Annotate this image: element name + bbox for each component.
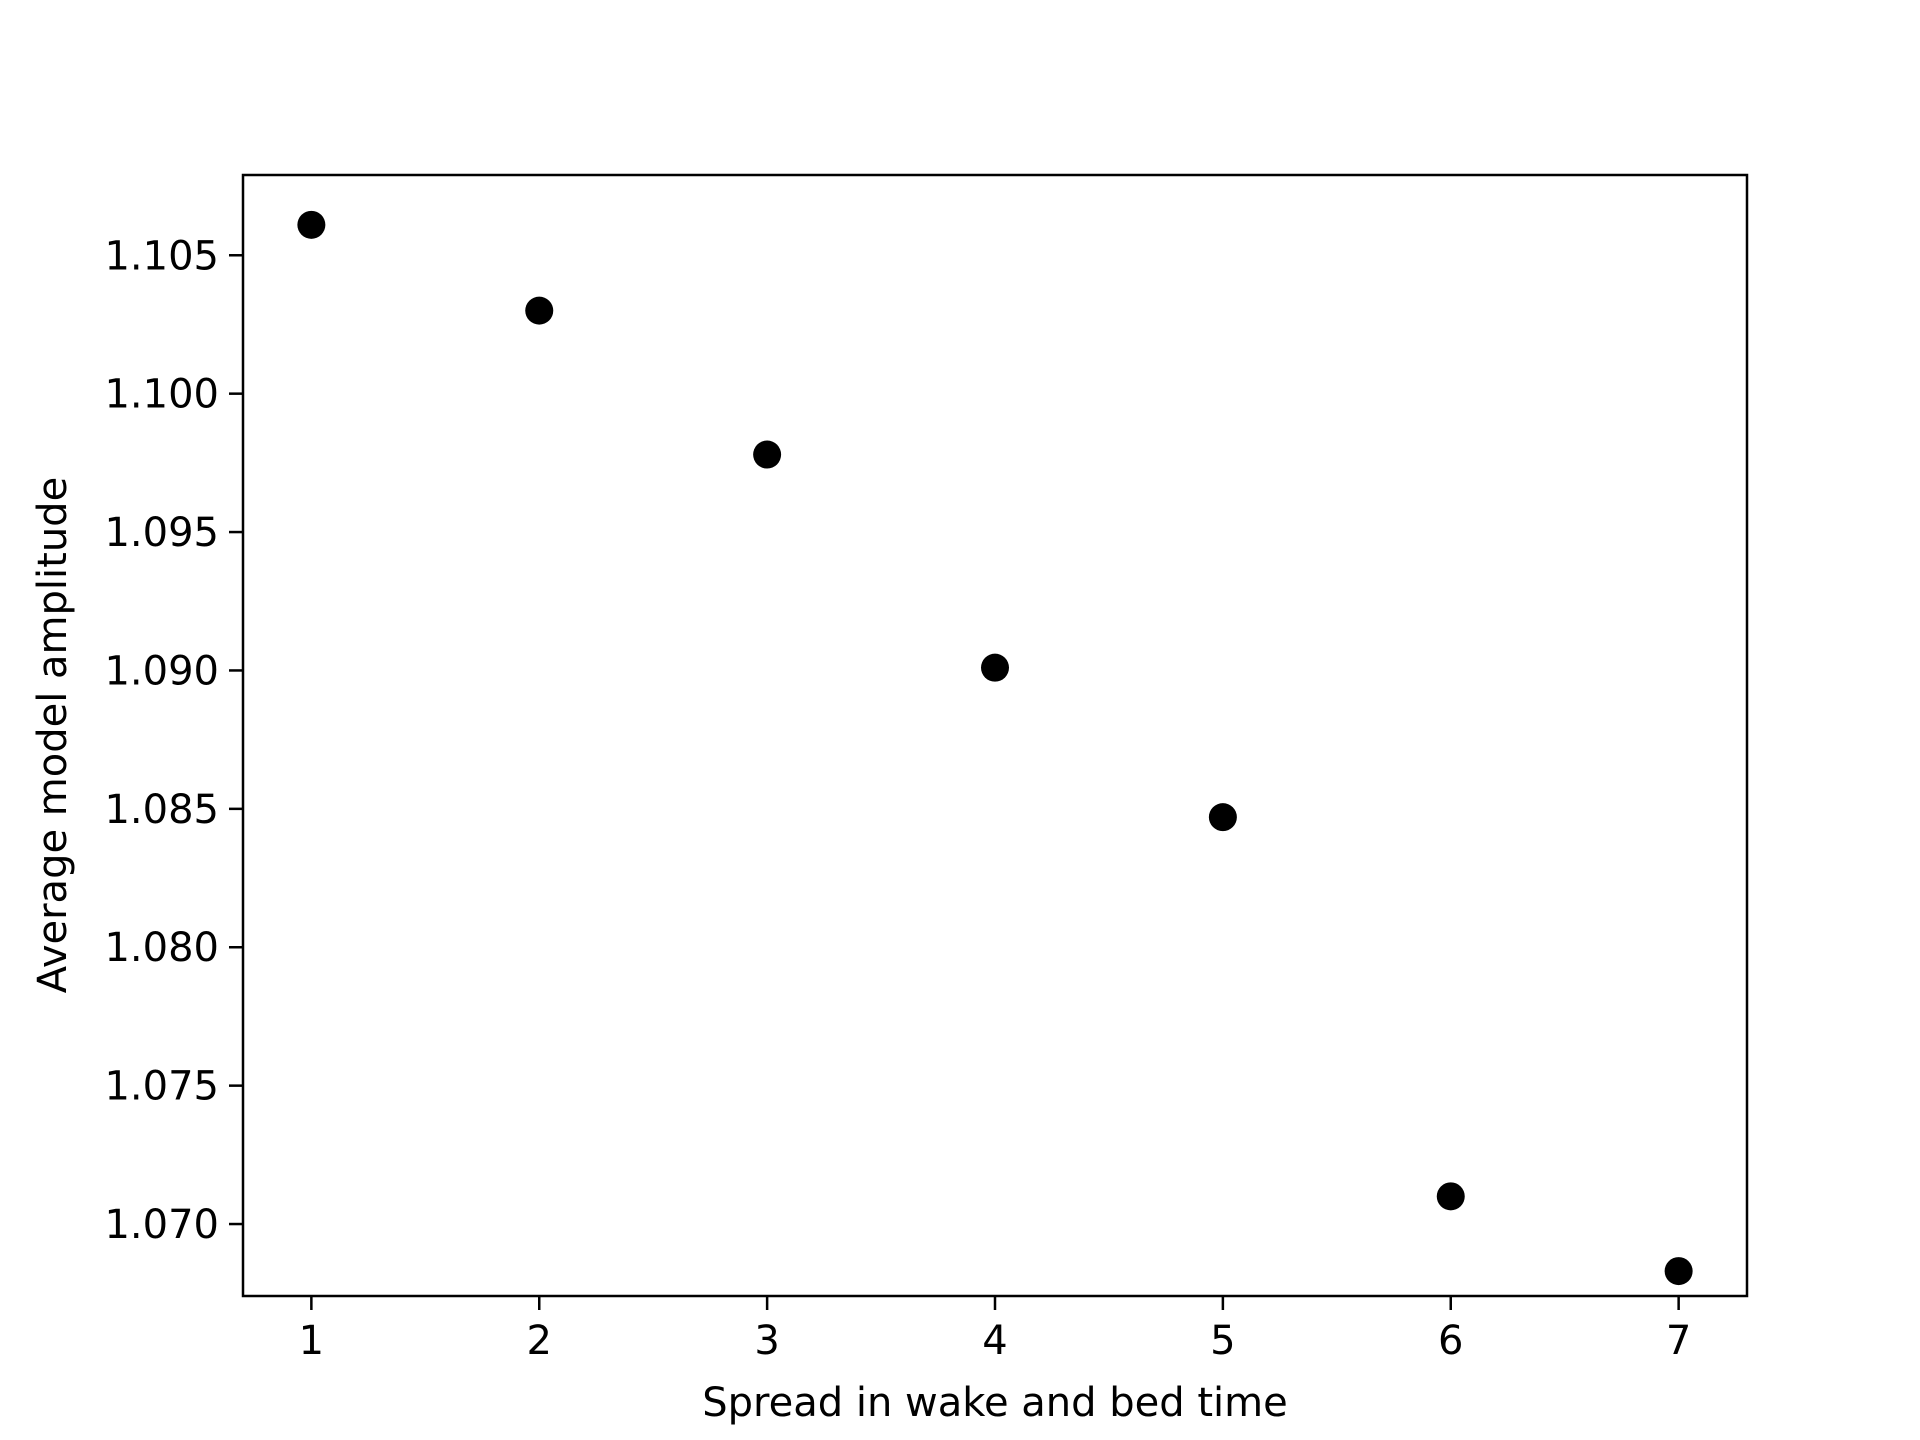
x-tick-label: 2 (527, 1318, 552, 1364)
y-axis-label: Average model amplitude (30, 477, 76, 993)
y-tick-label: 1.105 (104, 233, 219, 279)
y-tick-label: 1.095 (104, 510, 219, 556)
x-tick-label: 5 (1210, 1318, 1235, 1364)
x-tick-label: 7 (1666, 1318, 1691, 1364)
x-tick-label: 1 (299, 1318, 324, 1364)
x-axis: 1 2 3 4 5 6 7 (299, 1296, 1691, 1364)
y-tick-label: 1.080 (104, 925, 219, 971)
data-point (981, 653, 1009, 682)
y-axis: 1.070 1.075 1.080 1.085 1.090 1.095 1.100 1.105 (104, 233, 243, 1248)
x-tick-label: 4 (982, 1318, 1007, 1364)
data-point (753, 440, 782, 469)
data-point (1208, 803, 1237, 832)
data-points (297, 210, 1693, 1286)
data-point (1664, 1257, 1693, 1286)
y-tick-label: 1.090 (104, 648, 219, 694)
x-tick-label: 6 (1438, 1318, 1463, 1364)
y-tick-label: 1.070 (104, 1202, 219, 1248)
data-point (1436, 1182, 1465, 1211)
x-tick-label: 3 (754, 1318, 779, 1364)
data-point (525, 296, 554, 325)
y-tick-label: 1.100 (104, 372, 219, 418)
plot-frame (241, 173, 1749, 1298)
data-point (297, 210, 326, 239)
y-tick-label: 1.085 (104, 787, 219, 833)
y-tick-label: 1.075 (104, 1064, 219, 1110)
x-axis-label: Spread in wake and bed time (702, 1380, 1288, 1426)
